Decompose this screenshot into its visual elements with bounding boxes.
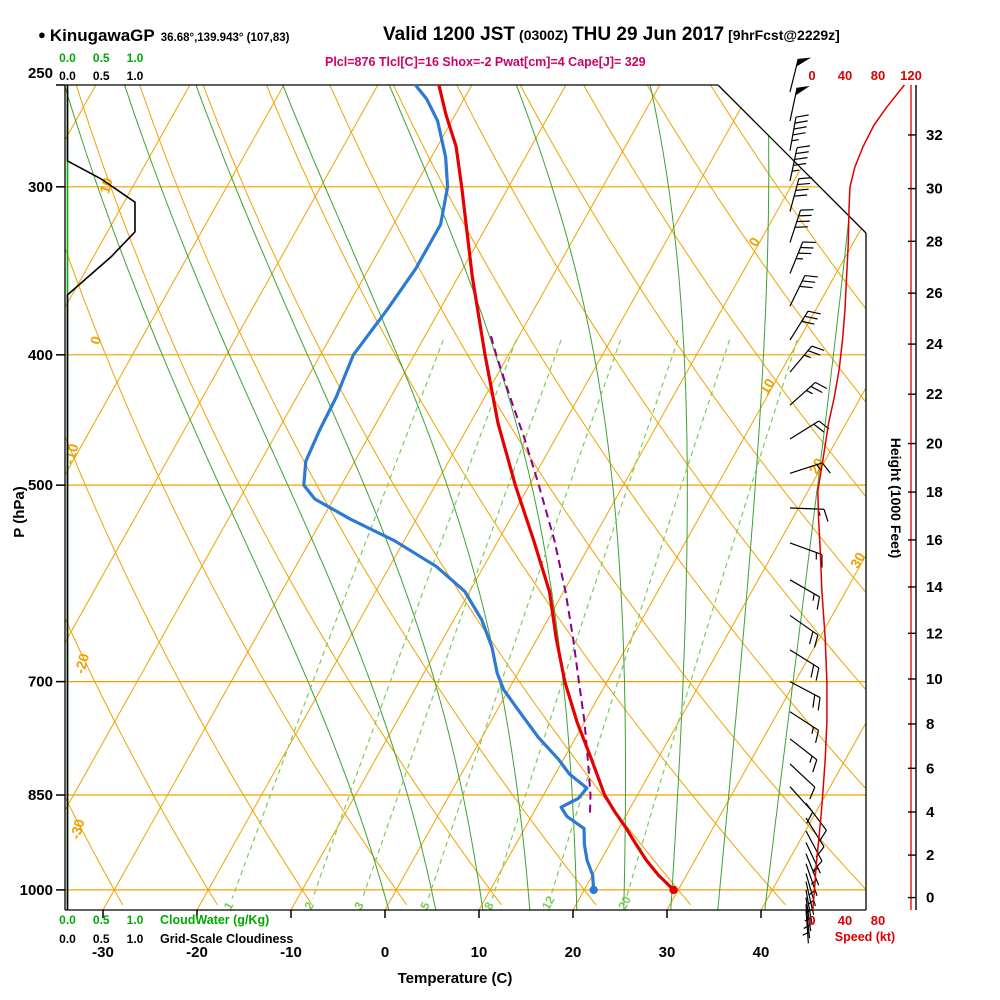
temperature-surface-dot [669, 885, 678, 895]
svg-text:300: 300 [28, 179, 53, 196]
station-name: KinugawaGP [49, 26, 155, 45]
svg-text:850: 850 [28, 787, 53, 804]
svg-text:80: 80 [871, 913, 885, 928]
svg-text:-20: -20 [186, 944, 208, 961]
svg-text:2: 2 [926, 847, 934, 864]
svg-text:1.0: 1.0 [127, 932, 144, 946]
speed-profile [812, 84, 905, 911]
svg-text:14: 14 [926, 579, 943, 596]
svg-text:-30: -30 [67, 817, 88, 841]
svg-text:26: 26 [926, 285, 943, 302]
svg-text:30: 30 [659, 944, 676, 961]
station-bullet-icon: ● [38, 27, 46, 42]
svg-text:0.0: 0.0 [59, 932, 76, 946]
cloud-scales: 0.0 0.0 0.0 0.0 0.5 0.5 0.5 0.5 1.0 1.0 1.0 1.0 Clou… [59, 51, 293, 946]
svg-text:400: 400 [28, 347, 53, 364]
svg-text:250: 250 [28, 65, 53, 82]
svg-text:0.5: 0.5 [93, 69, 110, 83]
station-coords: 36.68°,139.943° (107,83) [160, 32, 290, 44]
svg-text:0: 0 [808, 913, 815, 928]
svg-text:0.0: 0.0 [59, 913, 76, 927]
svg-text:12: 12 [926, 625, 943, 642]
svg-text:700: 700 [28, 674, 53, 691]
svg-text:0: 0 [381, 944, 389, 961]
svg-text:18: 18 [926, 484, 943, 501]
svg-text:0: 0 [808, 68, 815, 83]
svg-text:32: 32 [926, 127, 943, 144]
station-title: ● KinugawaGP 36.68°,139.943° (107,83) [38, 26, 290, 46]
svg-text:20: 20 [615, 893, 634, 912]
svg-text:0: 0 [87, 334, 105, 346]
svg-text:Height (1000 Feet): Height (1000 Feet) [888, 438, 904, 559]
svg-text:1.0: 1.0 [127, 69, 144, 83]
svg-text:40: 40 [838, 68, 852, 83]
svg-text:CloudWater (g/Kg): CloudWater (g/Kg) [160, 913, 269, 927]
svg-text:1.0: 1.0 [127, 913, 144, 927]
svg-text:20: 20 [806, 455, 828, 477]
svg-text:0.5: 0.5 [93, 932, 110, 946]
svg-text:Grid-Scale Cloudiness: Grid-Scale Cloudiness [160, 932, 293, 946]
svg-text:6: 6 [926, 760, 934, 777]
svg-text:10: 10 [756, 375, 778, 397]
svg-text:120: 120 [900, 68, 922, 83]
svg-text:30: 30 [926, 181, 943, 198]
cloudiness-profile [66, 85, 136, 910]
profiles [66, 85, 678, 910]
svg-text:8: 8 [926, 716, 934, 733]
valid-time-title: Valid 1200 JST (0300Z) THU 29 Jun 2017 [9hr… [383, 24, 844, 46]
valid-utc: (0300Z) [519, 27, 569, 43]
svg-text:30: 30 [847, 549, 869, 571]
svg-text:-10: -10 [280, 944, 302, 961]
svg-text:10: 10 [96, 176, 116, 195]
stability-indices: Plcl=876 Tlcl[C]=16 Shox=-2 Pwat[cm]=4 C… [325, 55, 646, 69]
svg-text:24: 24 [926, 336, 943, 353]
valid-fcst: [9hrFcst@2229z] [728, 27, 840, 43]
speed-panel: 0 40 80 120 0 40 80 Speed (kt) [808, 68, 921, 944]
svg-text:10: 10 [926, 671, 943, 688]
temperature-curve [437, 85, 676, 892]
svg-text:12: 12 [539, 893, 558, 912]
svg-text:1.0: 1.0 [127, 51, 144, 65]
valid-date: THU 29 Jun 2017 [572, 24, 725, 45]
svg-text:0.0: 0.0 [59, 51, 76, 65]
grid-lines [65, 85, 866, 910]
svg-text:-20: -20 [71, 651, 92, 675]
svg-text:0.5: 0.5 [93, 913, 110, 927]
svg-text:Speed (kt): Speed (kt) [835, 930, 895, 944]
svg-text:0.5: 0.5 [93, 51, 110, 65]
svg-text:1000: 1000 [20, 882, 53, 899]
svg-text:0: 0 [926, 890, 934, 907]
parcel-curve [489, 332, 592, 813]
svg-text:4: 4 [926, 804, 935, 821]
svg-text:28: 28 [926, 233, 943, 250]
svg-text:40: 40 [753, 944, 770, 961]
svg-text:20: 20 [565, 944, 582, 961]
svg-text:500: 500 [28, 477, 53, 494]
dewpoint-curve [302, 85, 596, 892]
svg-text:Temperature (C): Temperature (C) [398, 970, 513, 987]
svg-text:-30: -30 [92, 944, 114, 961]
svg-text:16: 16 [926, 532, 943, 549]
svg-text:80: 80 [871, 68, 885, 83]
svg-text:40: 40 [838, 913, 852, 928]
svg-text:0: 0 [745, 234, 763, 249]
svg-text:22: 22 [926, 386, 943, 403]
svg-text:P (hPa): P (hPa) [11, 486, 28, 537]
svg-text:10: 10 [471, 944, 488, 961]
valid-prefix: Valid 1200 JST [383, 24, 516, 45]
svg-text:20: 20 [926, 436, 943, 453]
svg-text:0.0: 0.0 [59, 69, 76, 83]
svg-text:-10: -10 [61, 442, 82, 466]
dewpoint-surface-dot [589, 885, 598, 895]
